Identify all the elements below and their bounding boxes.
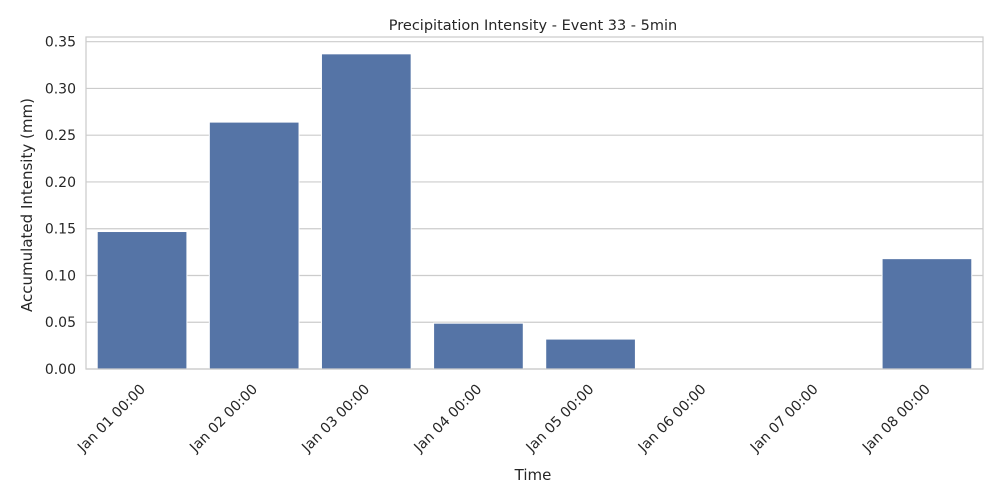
x-tick-labels: Jan 01 00:00 Jan 02 00:00 Jan 03 00:00 Jan …	[74, 382, 934, 457]
x-tick-label: Jan 08 00:00	[859, 382, 934, 457]
y-tick-label: 0.10	[45, 268, 76, 284]
bar	[208, 121, 300, 370]
x-tick-label: Jan 01 00:00	[74, 382, 149, 457]
x-tick-label: Jan 03 00:00	[298, 382, 373, 457]
bar	[545, 338, 636, 370]
y-axis-label: Accumulated Intensity (mm)	[18, 98, 36, 312]
x-tick-label: Jan 02 00:00	[186, 382, 261, 457]
y-tick-label: 0.05	[45, 315, 76, 331]
y-tick-label: 0.30	[45, 81, 76, 97]
y-tick-label: 0.00	[45, 362, 76, 378]
plot-frame	[85, 36, 984, 370]
x-tick-label: Jan 04 00:00	[411, 382, 486, 457]
bar	[320, 53, 412, 370]
x-tick-label: Jan 07 00:00	[747, 382, 822, 457]
y-tick-label: 0.20	[45, 175, 76, 191]
chart-title: Precipitation Intensity - Event 33 - 5mi…	[389, 18, 677, 34]
y-tick-label: 0.25	[45, 128, 76, 144]
y-tick-label: 0.35	[45, 35, 76, 51]
x-tick-label: Jan 06 00:00	[635, 382, 710, 457]
bars	[96, 53, 973, 370]
bar	[881, 258, 973, 370]
y-tick-labels: 0.00 0.05 0.10 0.15 0.20 0.25 0.30 0.35	[45, 35, 76, 378]
bar	[433, 322, 524, 370]
x-axis-label: Time	[514, 466, 552, 484]
bar	[96, 231, 188, 370]
x-tick-label: Jan 05 00:00	[523, 382, 598, 457]
y-tick-label: 0.15	[45, 222, 76, 238]
